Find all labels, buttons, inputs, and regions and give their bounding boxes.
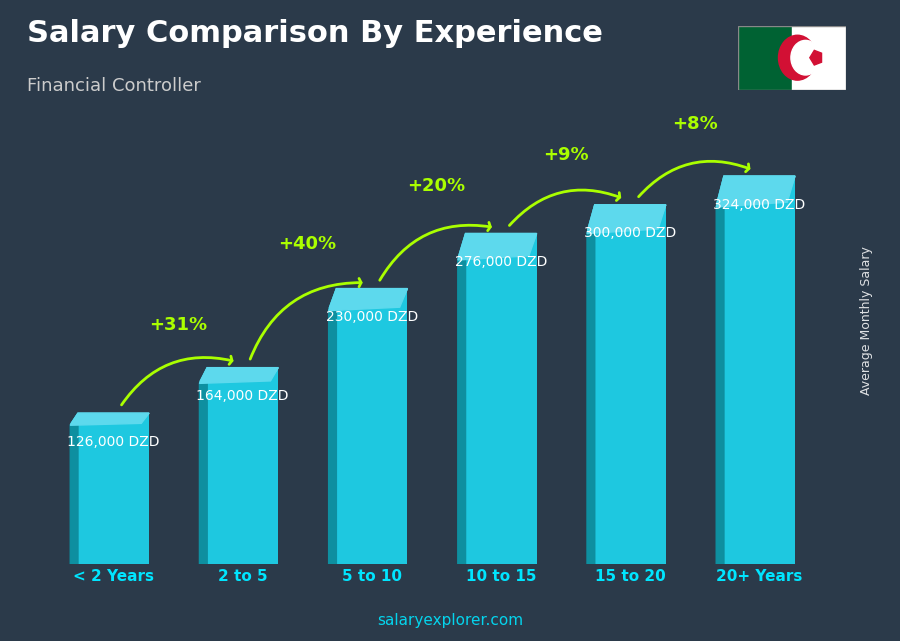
Polygon shape [458,233,465,564]
Text: +9%: +9% [543,146,589,164]
Polygon shape [716,176,724,564]
Text: Average Monthly Salary: Average Monthly Salary [860,246,873,395]
Text: +40%: +40% [278,235,337,253]
Polygon shape [71,413,78,564]
Bar [792,26,846,90]
Polygon shape [458,233,465,564]
Polygon shape [588,204,595,564]
Text: Salary Comparison By Experience: Salary Comparison By Experience [27,19,603,48]
Polygon shape [70,413,78,564]
Text: +31%: +31% [149,316,207,334]
Text: 324,000 DZD: 324,000 DZD [714,197,806,212]
Polygon shape [329,288,408,308]
Polygon shape [716,176,795,207]
Bar [595,204,666,564]
Text: salaryexplorer.com: salaryexplorer.com [377,613,523,628]
Polygon shape [70,413,149,425]
Bar [78,413,149,564]
Text: 300,000 DZD: 300,000 DZD [584,226,677,240]
Text: 230,000 DZD: 230,000 DZD [326,310,418,324]
Polygon shape [587,204,666,233]
Bar [724,176,795,564]
Text: +20%: +20% [408,177,465,196]
Polygon shape [200,368,278,383]
Polygon shape [200,368,278,381]
Text: 164,000 DZD: 164,000 DZD [196,389,289,403]
Text: +8%: +8% [672,115,718,133]
Bar [738,26,792,90]
Polygon shape [458,233,536,260]
Polygon shape [717,176,795,203]
Polygon shape [200,368,207,564]
Bar [465,233,536,564]
Polygon shape [328,288,408,311]
Polygon shape [328,288,337,564]
Bar [207,368,278,564]
Bar [337,288,408,564]
Polygon shape [329,288,337,564]
Polygon shape [587,204,595,564]
Text: 276,000 DZD: 276,000 DZD [454,255,547,269]
Circle shape [778,35,816,80]
Polygon shape [458,233,536,256]
Polygon shape [200,368,207,564]
Text: 126,000 DZD: 126,000 DZD [68,435,160,449]
Circle shape [791,40,820,75]
Text: Financial Controller: Financial Controller [27,77,201,95]
Polygon shape [717,176,724,564]
Polygon shape [588,204,666,230]
Polygon shape [71,413,149,424]
